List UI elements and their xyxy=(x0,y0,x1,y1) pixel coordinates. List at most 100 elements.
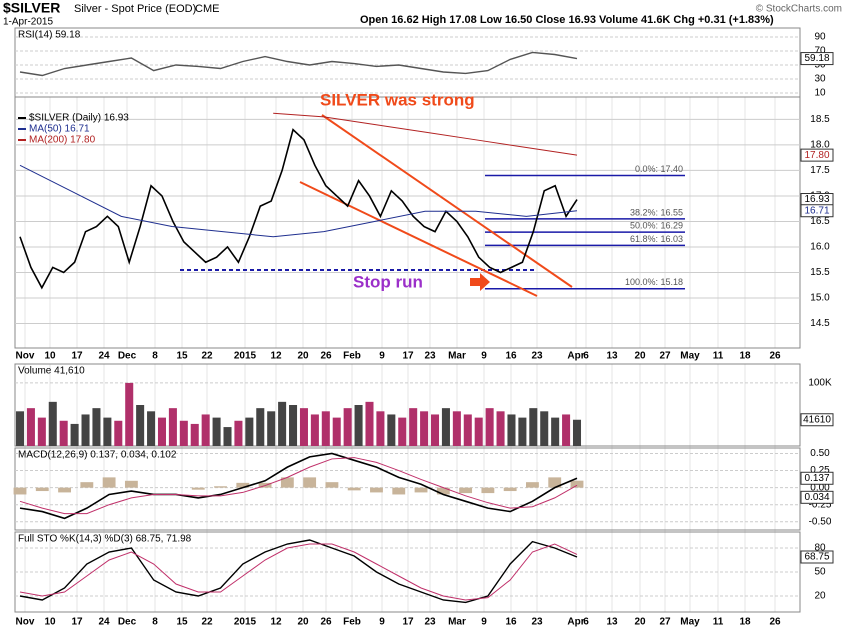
histogram-bar xyxy=(436,487,450,495)
histogram-bar xyxy=(481,487,495,494)
volume-bar xyxy=(37,417,46,446)
y-tick-label: 0.50 xyxy=(810,448,830,459)
volume-bar xyxy=(234,420,243,446)
volume-bar xyxy=(354,405,363,446)
x-tick-label: 11 xyxy=(713,351,724,362)
volume-bar xyxy=(48,401,57,446)
histogram-bar xyxy=(35,487,49,492)
x-tick-label: 27 xyxy=(659,617,671,628)
legend-entry: $SILVER (Daily) 16.93 xyxy=(29,113,129,124)
y-tick-label: -0.25 xyxy=(809,499,832,510)
x-tick-label: Mar xyxy=(448,617,466,628)
x-tick-label: 23 xyxy=(424,351,436,362)
volume-bar xyxy=(26,408,35,446)
histogram-bar xyxy=(13,487,27,495)
x-tick-label: 23 xyxy=(531,617,543,628)
volume-bar xyxy=(212,417,221,446)
volume-bar xyxy=(452,411,461,446)
y-tick-label: 0.00 xyxy=(810,482,830,493)
y-tick-label: 17.5 xyxy=(810,165,830,176)
symbol: $SILVER xyxy=(3,0,60,16)
y-tick-label: 15.5 xyxy=(810,267,830,278)
volume-bar xyxy=(92,408,101,446)
value-tag xyxy=(800,471,834,485)
panel-legend: RSI(14) 59.18 xyxy=(18,30,81,41)
annotation: Stop run xyxy=(353,272,423,291)
volume-bar xyxy=(299,408,308,446)
panel-legend: Full STO %K(14,3) %D(3) 68.75, 71.98 xyxy=(18,534,192,545)
y-tick-label: 50 xyxy=(814,60,826,71)
moving-average xyxy=(273,112,578,156)
fib-label: 38.2%: 16.55 xyxy=(630,207,683,217)
volume-bar xyxy=(245,417,254,446)
volume-bar xyxy=(572,419,582,446)
volume-bar xyxy=(15,411,25,446)
credit: © StockCharts.com xyxy=(756,4,842,15)
volume-bar xyxy=(387,414,396,446)
x-tick-label: 12 xyxy=(270,617,282,628)
panel-frame xyxy=(14,96,801,349)
value-tag xyxy=(800,550,834,564)
value-tag xyxy=(800,490,834,504)
x-tick-label: 20 xyxy=(297,617,309,628)
y-tick-label: 90 xyxy=(814,32,826,43)
x-tick-label: 8 xyxy=(152,617,158,628)
volume-bar xyxy=(485,408,494,446)
panel-legend: MACD(12,26,9) 0.137, 0.034, 0.102 xyxy=(18,450,177,461)
volume-bar xyxy=(540,411,549,446)
fib-label: 61.8%: 16.03 xyxy=(630,234,683,244)
fib-label: 100.0%: 15.18 xyxy=(625,277,683,287)
x-tick-label: 26 xyxy=(320,351,332,362)
volume-bar xyxy=(310,414,319,446)
volume-bar xyxy=(551,417,560,446)
volume-bar xyxy=(441,408,450,446)
histogram-bar xyxy=(548,477,562,488)
x-tick-label: Feb xyxy=(343,351,361,362)
x-tick-label: 9 xyxy=(481,351,487,362)
y-tick-label: 70 xyxy=(814,46,826,57)
x-tick-label: 15 xyxy=(176,617,188,628)
x-tick-label: 24 xyxy=(98,617,110,628)
volume-bar xyxy=(507,414,516,446)
date: 1-Apr-2015 xyxy=(3,17,53,28)
value-tag xyxy=(800,148,834,162)
histogram-bar xyxy=(570,480,584,488)
x-tick-label: 9 xyxy=(481,617,487,628)
y-tick-label: 18.0 xyxy=(810,140,830,151)
x-tick-label: 24 xyxy=(98,351,110,362)
volume-bar xyxy=(365,401,374,446)
panel-frame xyxy=(14,27,801,98)
value-tag-text: 0.034 xyxy=(804,492,829,503)
x-tick-label: May xyxy=(680,351,700,362)
histogram-bar xyxy=(191,487,205,490)
x-tick-label: Dec xyxy=(118,351,137,362)
x-tick-label: Apr xyxy=(567,617,584,628)
volume-bar xyxy=(529,408,538,446)
y-tick-label: 50 xyxy=(814,567,826,578)
x-tick-label: 13 xyxy=(606,351,618,362)
moving-average xyxy=(19,164,578,238)
x-tick-label: 22 xyxy=(201,351,213,362)
histogram-bar xyxy=(370,487,383,493)
macd-line xyxy=(19,452,578,520)
value-tag xyxy=(800,52,834,66)
trendline xyxy=(299,181,538,297)
y-tick-label: 0.25 xyxy=(810,465,830,476)
fib-label: 50.0%: 16.29 xyxy=(630,221,683,231)
histogram-bar xyxy=(392,487,406,495)
x-tick-label: Feb xyxy=(343,617,361,628)
y-tick-label: 20 xyxy=(814,591,826,602)
histogram-bar xyxy=(124,480,138,488)
volume-bar xyxy=(289,405,298,446)
histogram-bar xyxy=(102,477,116,488)
y-tick-label: 15.0 xyxy=(810,293,830,304)
volume-bar xyxy=(81,414,90,446)
volume-bar xyxy=(343,408,352,446)
volume-bar xyxy=(103,417,112,446)
x-tick-label: 27 xyxy=(659,351,671,362)
x-tick-label: 16 xyxy=(505,617,517,628)
x-tick-label: 2015 xyxy=(234,617,257,628)
volume-bar xyxy=(223,427,232,446)
histogram-bar xyxy=(526,482,539,488)
y-tick-label: 16.0 xyxy=(810,242,830,253)
